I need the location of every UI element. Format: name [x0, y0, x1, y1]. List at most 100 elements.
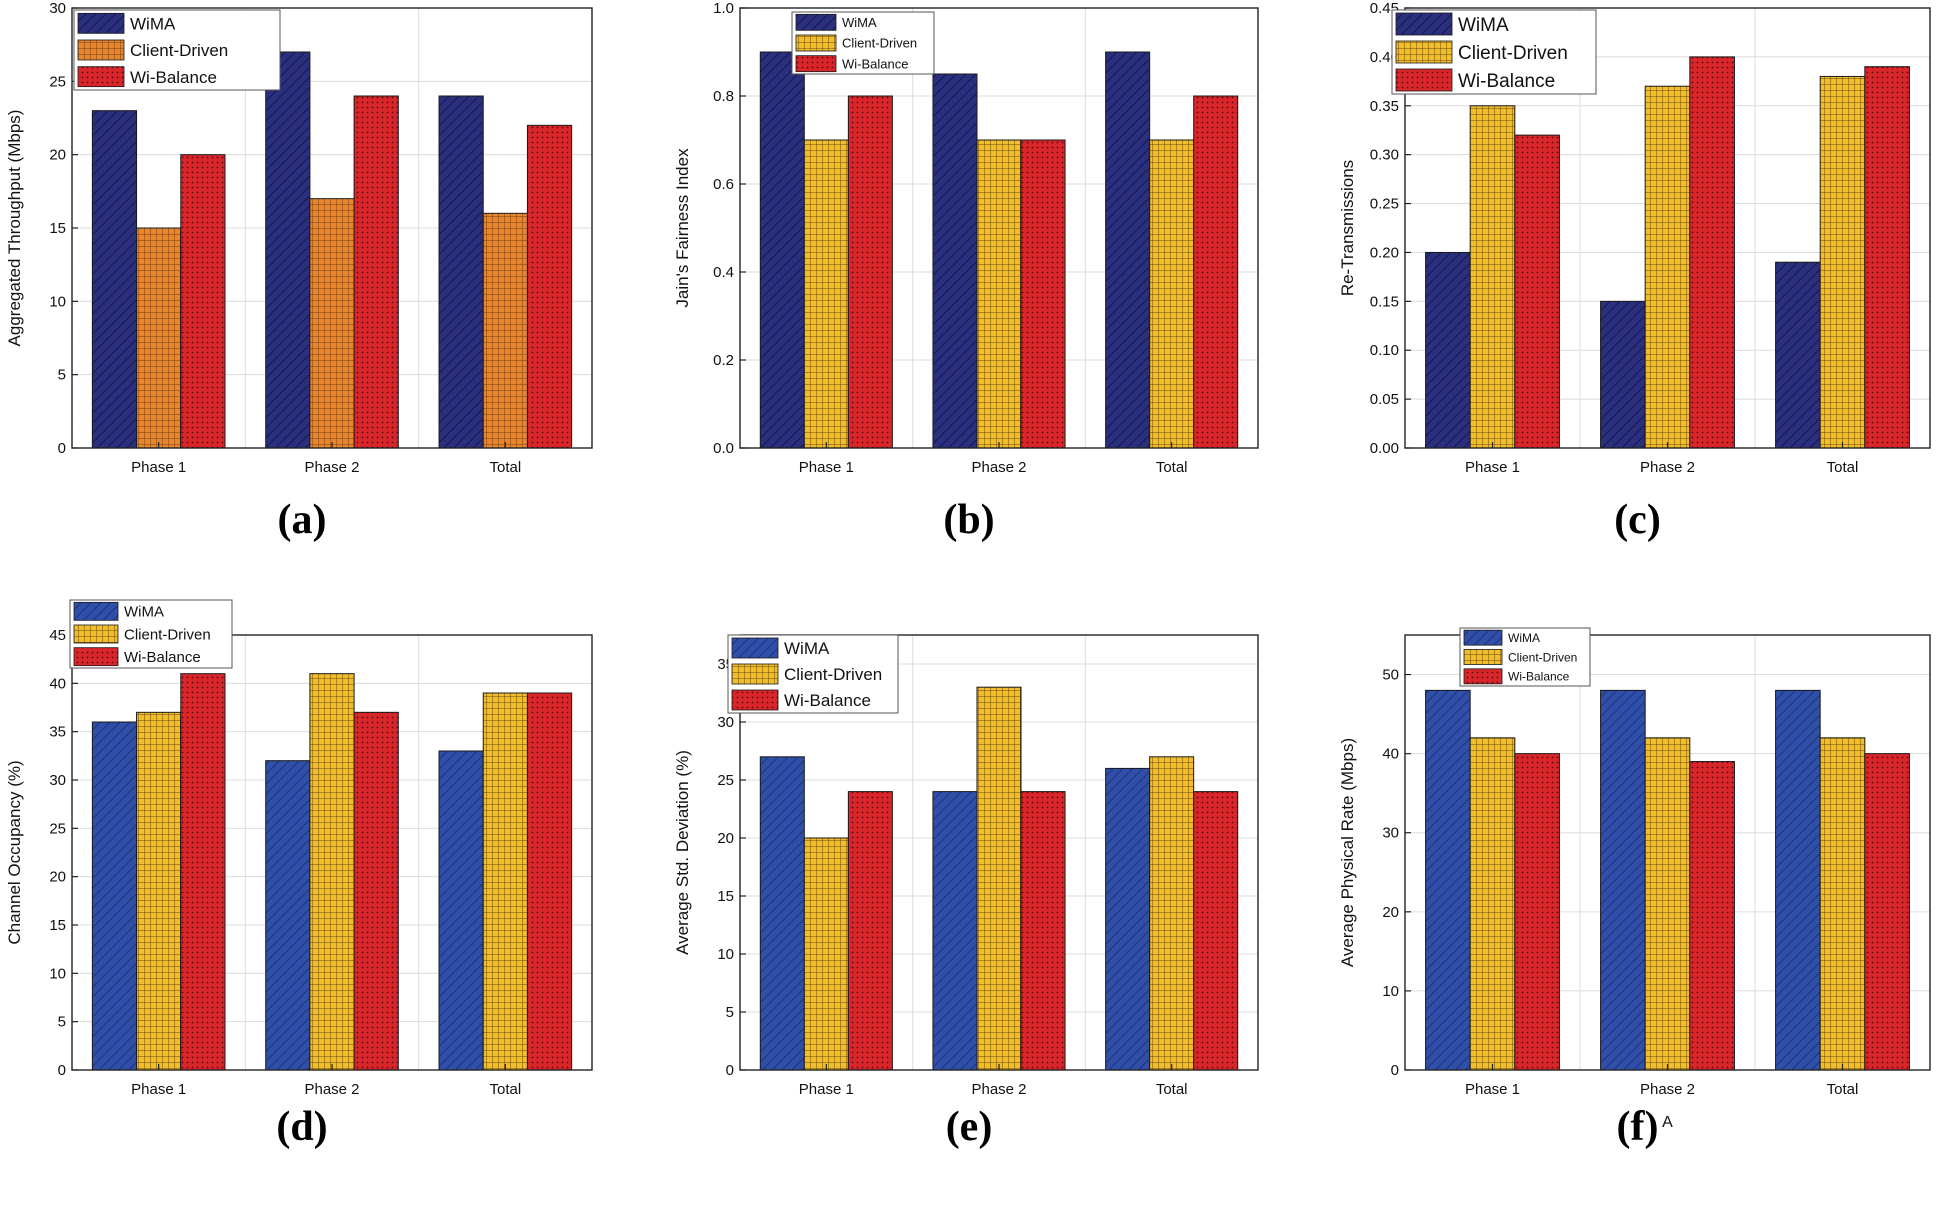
y-tick-label: 25 — [49, 820, 66, 837]
y-tick-label: 25 — [717, 772, 734, 789]
bar-client-driven-total — [1819, 737, 1866, 1071]
bar-client-driven-total — [482, 692, 528, 1071]
x-tick-label: Phase 1 — [799, 459, 854, 476]
y-tick-label: 35 — [49, 724, 66, 741]
axes-frame — [71, 7, 593, 449]
bar-wi-balance-phase-2 — [1020, 791, 1066, 1071]
y-axis-title: Re-Transmissions — [1338, 160, 1357, 296]
bar-wima-phase-1 — [91, 721, 138, 1071]
bar-wima-phase-1 — [759, 756, 805, 1071]
bar-client-driven-phase-2 — [976, 686, 1022, 1071]
y-tick-label: 10 — [49, 965, 66, 982]
bar-client-driven-total — [1819, 75, 1866, 449]
legend-label-client-driven: Client-Driven — [1508, 650, 1577, 664]
bar-wi-balance-phase-2 — [1689, 56, 1735, 449]
legend-swatch-wi-balance — [1395, 68, 1453, 92]
bar-client-driven-phase-2 — [309, 198, 355, 449]
x-tick-label: Phase 1 — [1465, 1081, 1520, 1098]
y-tick-label: 40 — [49, 675, 66, 692]
legend-label-wima: WiMA — [1458, 15, 1509, 36]
bar-wima-total — [438, 750, 484, 1071]
bar-wi-balance-total — [526, 124, 573, 449]
y-axis-title: Channel Occupancy (%) — [5, 760, 24, 944]
x-tick-label: Phase 2 — [1640, 459, 1695, 476]
legend-swatch-wi-balance — [1463, 668, 1503, 685]
bar-wi-balance-phase-2 — [353, 95, 399, 449]
x-tick-label: Phase 2 — [971, 459, 1026, 476]
bar-client-driven-phase-1 — [803, 837, 849, 1071]
legend-label-client-driven: Client-Driven — [1458, 43, 1568, 64]
bar-client-driven-phase-2 — [309, 673, 355, 1071]
y-tick-label: 20 — [717, 830, 734, 847]
bar-wima-phase-1 — [91, 110, 138, 449]
y-axis-title: Jain's Fairness Index — [673, 148, 692, 308]
bar-wima-phase-2 — [265, 51, 311, 449]
axes-frame — [1404, 7, 1931, 449]
y-tick-label: 0.35 — [1370, 98, 1399, 115]
panel-label: (a) — [278, 497, 327, 543]
y-tick-label: 1.0 — [713, 0, 734, 17]
bar-client-driven-total — [482, 212, 528, 449]
x-axis-title: A — [1662, 1114, 1673, 1131]
y-tick-label: 30 — [49, 0, 66, 17]
y-axis-title: Aggregated Throughput (Mbps) — [5, 110, 24, 347]
y-tick-label: 15 — [717, 888, 734, 905]
panel-d: 0 5 10 15 20 25 30 35 40 45 Phase 1 Phase 2 Total Cha… — [5, 599, 593, 1150]
legend-label-client-driven: Client-Driven — [784, 665, 882, 684]
bar-wima-phase-1 — [759, 51, 805, 449]
bar-wima-total — [438, 95, 484, 449]
bar-client-driven-phase-2 — [976, 139, 1022, 449]
bar-wima-phase-2 — [265, 760, 311, 1071]
bar-wima-phase-2 — [932, 73, 978, 449]
y-tick-label: 0.20 — [1370, 244, 1399, 261]
legend-label-client-driven: Client-Driven — [124, 626, 211, 643]
x-tick-label: Total — [1156, 1081, 1188, 1098]
legend-swatch-client-driven — [731, 663, 779, 685]
bar-client-driven-phase-1 — [136, 711, 182, 1071]
bar-wi-balance-total — [1193, 95, 1239, 449]
x-tick-label: Phase 1 — [131, 459, 186, 476]
y-tick-label: 10 — [49, 293, 66, 310]
legend-label-client-driven: Client-Driven — [130, 41, 228, 60]
y-tick-label: 25 — [49, 73, 66, 90]
y-tick-label: 0 — [58, 440, 66, 457]
panel-label: (f) — [1617, 1104, 1659, 1150]
y-tick-label: 0.6 — [713, 176, 734, 193]
bar-wima-total — [1775, 689, 1821, 1071]
y-tick-label: 15 — [49, 220, 66, 237]
legend-swatch-wi-balance — [77, 66, 125, 88]
legend-label-wi-balance: Wi-Balance — [784, 691, 871, 710]
bar-wima-total — [1105, 51, 1151, 449]
legend-swatch-client-driven — [795, 34, 837, 52]
y-tick-label: 0 — [726, 1062, 734, 1079]
bar-client-driven-phase-1 — [803, 139, 849, 449]
y-tick-label: 5 — [726, 1004, 734, 1021]
x-tick-label: Total — [1156, 459, 1188, 476]
legend-label-wima: WiMA — [130, 14, 176, 33]
bar-client-driven-phase-2 — [1644, 737, 1691, 1071]
y-tick-label: 0.10 — [1370, 342, 1399, 359]
y-tick-label: 0.05 — [1370, 391, 1399, 408]
bar-wima-phase-1 — [1425, 251, 1471, 449]
bar-wi-balance-phase-1 — [180, 154, 226, 449]
bar-wi-balance-phase-2 — [1689, 761, 1735, 1071]
bar-wi-balance-phase-2 — [1020, 139, 1066, 449]
y-tick-label: 0 — [58, 1062, 66, 1079]
x-tick-label: Phase 1 — [799, 1081, 854, 1098]
bar-client-driven-phase-2 — [1644, 85, 1691, 449]
y-tick-label: 0.00 — [1370, 440, 1399, 457]
panel-b: 0.0 0.2 0.4 0.6 0.8 1.0 Phase 1 Phase 2 Total Jai… — [673, 0, 1259, 543]
axes-frame — [739, 7, 1259, 449]
bar-client-driven-total — [1149, 756, 1195, 1071]
bar-wi-balance-phase-2 — [353, 711, 399, 1071]
bar-wi-balance-total — [1864, 753, 1910, 1071]
y-tick-label: 50 — [1382, 667, 1399, 684]
y-tick-label: 30 — [717, 714, 734, 731]
y-tick-label: 10 — [717, 946, 734, 963]
bar-wi-balance-phase-1 — [847, 95, 893, 449]
legend-label-wi-balance: Wi-Balance — [1508, 670, 1570, 684]
y-axis-title: Average Physical Rate (Mbps) — [1338, 738, 1357, 967]
legend-swatch-wima — [1395, 12, 1453, 36]
